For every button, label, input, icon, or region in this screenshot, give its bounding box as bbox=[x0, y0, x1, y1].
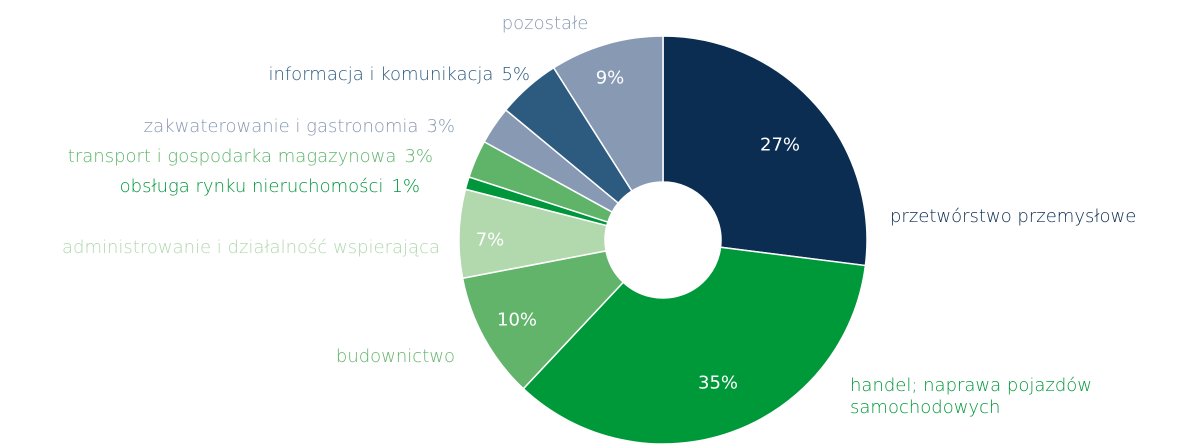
value-label: 3% bbox=[426, 116, 455, 137]
category-label: transport i gospodarka magazynowa bbox=[67, 146, 397, 167]
value-label: 5% bbox=[501, 64, 530, 85]
slice-label: obsługa rynku nieruchomości 1% bbox=[120, 176, 420, 198]
slice-label: transport i gospodarka magazynowa 3% bbox=[68, 146, 433, 168]
slice-label: pozostałe bbox=[502, 13, 589, 35]
slice-label: handel; naprawa pojazdów samochodowych bbox=[850, 375, 1150, 419]
value-label: 35% bbox=[697, 372, 739, 394]
category-label: budownictwo bbox=[335, 346, 455, 367]
value-label: 1% bbox=[391, 176, 420, 197]
value-label: 9% bbox=[595, 67, 625, 89]
category-label: obsługa rynku nieruchomości bbox=[119, 176, 384, 197]
slice bbox=[522, 246, 867, 445]
slice bbox=[662, 35, 868, 267]
category-label: administrowanie i działalność wspierając… bbox=[62, 237, 440, 258]
category-label: przetwórstwo przemysłowe bbox=[890, 206, 1137, 227]
slice-label: administrowanie i działalność wspierając… bbox=[62, 237, 440, 259]
slice bbox=[461, 249, 625, 390]
value-label: 7% bbox=[475, 229, 505, 251]
value-label: 3% bbox=[404, 146, 433, 167]
category-label: pozostałe bbox=[501, 13, 589, 34]
value-label: 10% bbox=[496, 309, 538, 331]
category-label: informacja i komunikacja bbox=[268, 64, 494, 85]
slice-label: informacja i komunikacja 5% bbox=[268, 64, 530, 86]
value-label: 27% bbox=[759, 134, 801, 156]
category-label: zakwaterowanie i gastronomia bbox=[143, 116, 419, 137]
slice bbox=[552, 35, 664, 193]
slice-label: przetwórstwo przemysłowe bbox=[890, 206, 1136, 228]
slice-label: zakwaterowanie i gastronomia 3% bbox=[144, 116, 455, 138]
category-label: handel; naprawa pojazdów samochodowych bbox=[850, 375, 1092, 418]
slice-label: budownictwo bbox=[336, 346, 455, 368]
